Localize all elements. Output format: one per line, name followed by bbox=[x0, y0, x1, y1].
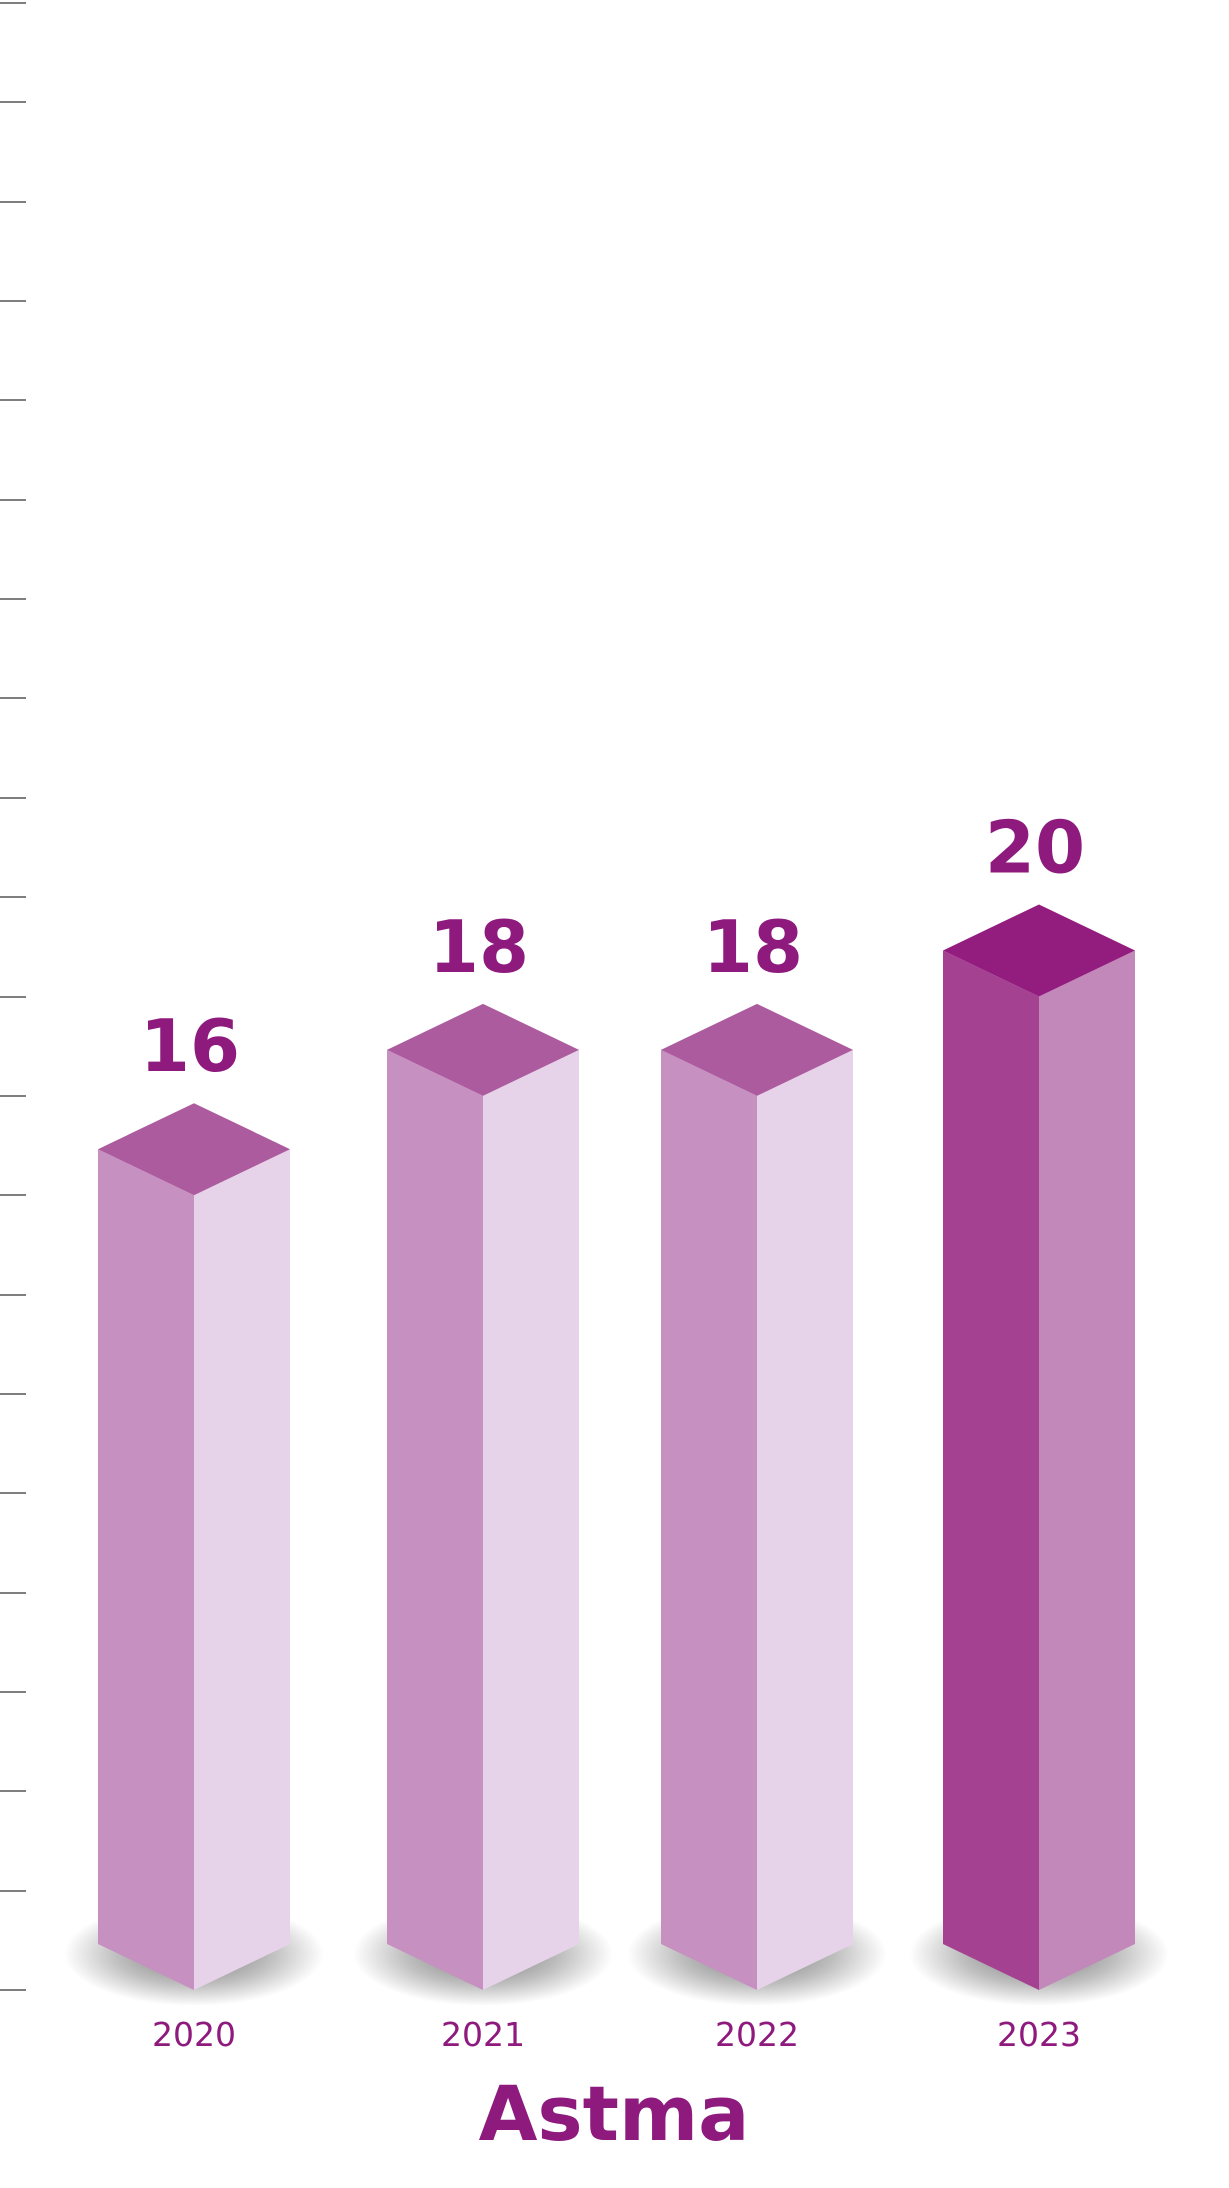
bar-top-face bbox=[661, 1003, 853, 1096]
x-tick-label: 2022 bbox=[715, 2015, 799, 2054]
bar-right-face bbox=[757, 1049, 853, 1990]
bar-2020 bbox=[64, 1103, 324, 2006]
bar-top-face bbox=[943, 904, 1135, 997]
x-tick-label: 2021 bbox=[441, 2015, 525, 2054]
bar-left-face bbox=[387, 1049, 483, 1990]
bar-2021 bbox=[353, 1003, 613, 2006]
labels: 16 2020 18 2021 18 2022 20 2023 bbox=[140, 806, 1085, 2055]
bar-left-face bbox=[98, 1149, 194, 1990]
bars bbox=[64, 904, 1169, 2006]
value-label: 18 bbox=[429, 905, 529, 989]
value-label: 18 bbox=[703, 905, 803, 989]
chart-title: Astma bbox=[479, 2069, 750, 2158]
bar-right-face bbox=[194, 1149, 290, 1990]
value-label: 16 bbox=[140, 1004, 240, 1088]
x-tick-label: 2020 bbox=[152, 2015, 236, 2054]
bar-2023 bbox=[909, 904, 1169, 2006]
bar-left-face bbox=[661, 1049, 757, 1990]
bar-right-face bbox=[483, 1049, 579, 1990]
bar-left-face bbox=[943, 950, 1039, 1990]
x-tick-label: 2023 bbox=[997, 2015, 1081, 2054]
value-label: 20 bbox=[985, 806, 1085, 890]
bar-top-face bbox=[387, 1003, 579, 1096]
bar-right-face bbox=[1039, 950, 1135, 1990]
bar-top-face bbox=[98, 1103, 290, 1196]
y-axis bbox=[0, 2, 26, 1991]
bar-2022 bbox=[627, 1003, 887, 2006]
